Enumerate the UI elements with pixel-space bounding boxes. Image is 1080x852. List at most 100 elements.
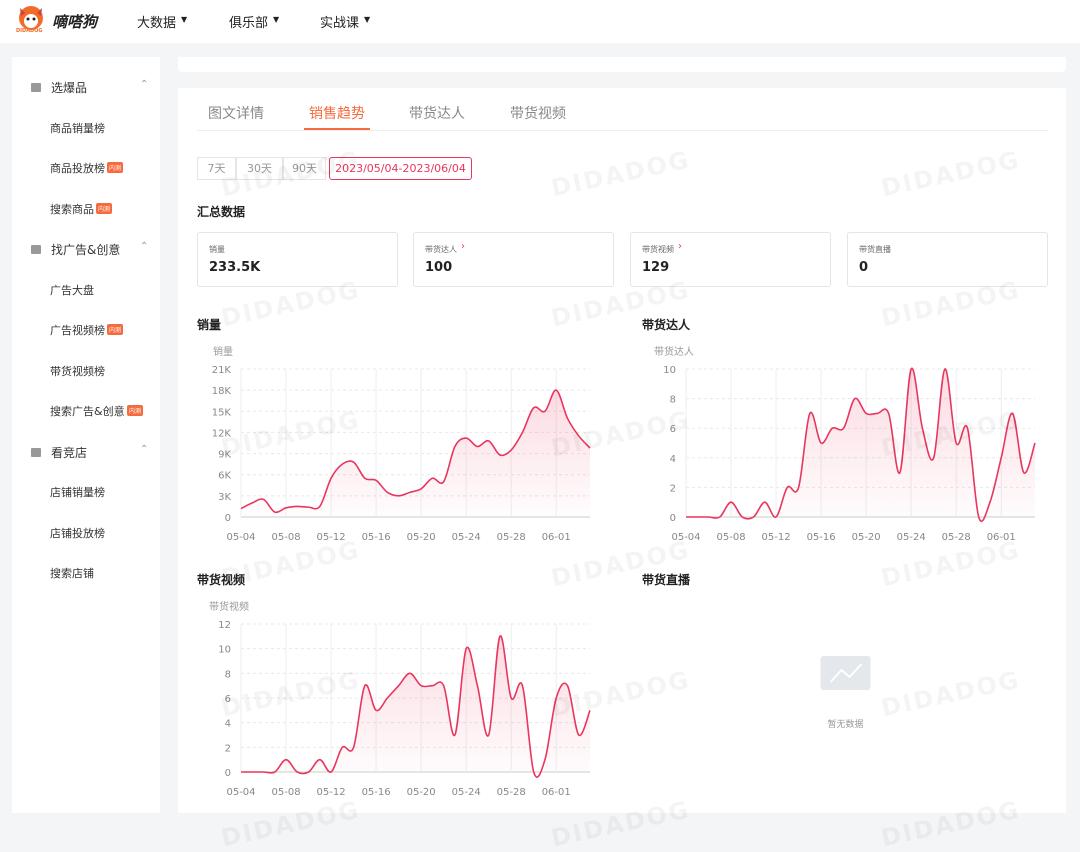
card-label: 带货直播 <box>859 245 891 254</box>
section-title: 汇总数据 <box>197 205 246 219</box>
group-title[interactable]: 看竞店 <box>51 445 88 460</box>
group-chevron: ⌃ <box>140 241 149 252</box>
x-tick-label: 05-08 <box>272 787 301 798</box>
x-tick-label: 05-24 <box>452 787 481 798</box>
summary-card[interactable]: 带货达人 › 100 <box>413 232 614 287</box>
tab[interactable]: 带货视频 <box>510 106 566 122</box>
line-area <box>241 635 590 778</box>
y-tick-label: 0 <box>225 768 231 779</box>
menu-badge: 内测 <box>96 202 113 214</box>
x-tick-label: 06-01 <box>542 532 571 543</box>
card-value: 233.5K <box>209 260 261 275</box>
logo-text: 嘀嗒狗 <box>52 13 98 31</box>
line-series <box>241 635 591 778</box>
axis-label: 带货达人 <box>654 345 694 358</box>
group-icon <box>31 447 41 457</box>
menu-item[interactable]: 搜索商品 <box>50 202 94 216</box>
x-tick-label: 05-04 <box>671 532 700 543</box>
group-chevron: ⌃ <box>140 79 149 90</box>
chart-title: 带货达人 <box>642 317 691 332</box>
logo-icon <box>19 6 43 30</box>
x-tick-label: 05-12 <box>317 532 346 543</box>
tab-underline <box>304 128 370 130</box>
line-series <box>686 367 1036 523</box>
range-button[interactable]: 30天 <box>236 157 283 180</box>
card-value: 100 <box>425 260 453 275</box>
line-series <box>240 389 591 514</box>
x-tick-label: 06-01 <box>987 532 1016 543</box>
y-tick-label: 8 <box>670 395 676 406</box>
chart-title: 带货直播 <box>642 572 691 587</box>
menu-item[interactable]: 商品销量榜 <box>50 121 105 135</box>
empty-text: 暂无数据 <box>827 718 863 730</box>
x-tick-label: 05-28 <box>942 532 971 543</box>
range-button[interactable]: 90天 <box>283 157 326 180</box>
menu-item[interactable]: 店铺销量榜 <box>50 486 105 499</box>
menu-item[interactable]: 广告大盘 <box>50 283 94 297</box>
logo-sub: DIDADOG <box>16 28 43 34</box>
card-chevron: › <box>678 241 682 252</box>
nav-caret: ▼ <box>364 15 371 24</box>
main-panel: 图文详情 销售趋势 带货达人 带货视频 7天 30天 90天 2023/05/04-2023/… <box>178 88 1066 813</box>
summary-card[interactable]: 带货视频 › 129 <box>630 232 831 287</box>
x-tick-label: 05-20 <box>407 787 436 798</box>
menu-item[interactable]: 商品投放榜 <box>50 162 105 175</box>
y-tick-label: 6 <box>225 694 231 705</box>
y-tick-label: 4 <box>670 454 676 465</box>
nav-item[interactable]: 俱乐部 <box>229 16 269 31</box>
menu-item[interactable]: 搜索店铺 <box>50 567 94 580</box>
axis-label: 带货视频 <box>209 600 249 613</box>
group-title[interactable]: 选爆品 <box>51 81 88 95</box>
line-area <box>686 368 1035 522</box>
x-tick-label: 05-08 <box>272 532 301 543</box>
x-tick-label: 05-20 <box>852 532 881 543</box>
sidebar: 选爆品 ⌃ 商品销量榜 商品投放榜 内测 搜索商品 内测 找广告&创意 ⌃ 广告大盘 广告视频榜 内测… <box>12 57 160 813</box>
y-tick-label: 6 <box>670 424 676 435</box>
x-tick-label: 05-28 <box>497 787 526 798</box>
tab[interactable]: 图文详情 <box>208 106 264 122</box>
y-tick-label: 12 <box>218 620 231 631</box>
menu-item[interactable]: 店铺投放榜 <box>50 526 105 540</box>
y-tick-label: 0 <box>225 513 231 524</box>
x-tick-label: 05-16 <box>362 787 391 798</box>
y-tick-label: 4 <box>225 719 231 730</box>
group-title[interactable]: 找广告&创意 <box>51 243 121 257</box>
menu-badge: 内测 <box>107 324 124 335</box>
top-card <box>178 57 1066 72</box>
menu-badge: 内测 <box>127 405 144 416</box>
range-button[interactable]: 7天 <box>197 157 236 180</box>
nav-item[interactable]: 大数据 <box>137 16 177 31</box>
y-tick-label: 9K <box>218 450 231 461</box>
tab[interactable]: 带货达人 <box>409 106 465 122</box>
card-value: 0 <box>859 260 869 275</box>
x-tick-label: 05-28 <box>497 532 526 543</box>
menu-item[interactable]: 带货视频榜 <box>50 364 105 378</box>
summary-card: 带货直播 0 <box>847 232 1048 287</box>
y-tick-label: 3K <box>218 492 231 503</box>
x-tick-label: 05-16 <box>362 532 391 543</box>
x-tick-label: 05-16 <box>807 532 836 543</box>
card-chevron: › <box>461 241 465 252</box>
menu-item[interactable]: 广告视频榜 <box>50 324 105 337</box>
tab-divider <box>197 130 1048 131</box>
chart-title: 带货视频 <box>197 572 245 587</box>
nav-item[interactable]: 实战课 <box>320 16 360 31</box>
tab[interactable]: 销售趋势 <box>309 106 365 122</box>
y-tick-label: 10 <box>218 645 231 656</box>
x-tick-label: 05-12 <box>762 532 791 543</box>
x-tick-label: 06-01 <box>542 787 571 798</box>
range-button[interactable]: 2023/05/04-2023/06/04 <box>329 157 472 180</box>
y-tick-label: 2 <box>670 483 676 494</box>
menu-item[interactable]: 搜索广告&创意 <box>50 405 125 418</box>
y-tick-label: 2 <box>225 743 231 754</box>
chart-title: 销量 <box>197 317 221 332</box>
summary-card: 销量 233.5K <box>197 232 398 287</box>
card-value: 129 <box>642 260 670 275</box>
axis-label: 销量 <box>213 345 233 358</box>
group-icon <box>31 83 41 92</box>
top-bar: DIDADOG 嘀嗒狗 大数据 ▼ 俱乐部 ▼ 实战课 ▼ <box>0 0 1080 43</box>
y-tick-label: 6K <box>218 471 231 482</box>
x-tick-label: 05-24 <box>897 532 926 543</box>
